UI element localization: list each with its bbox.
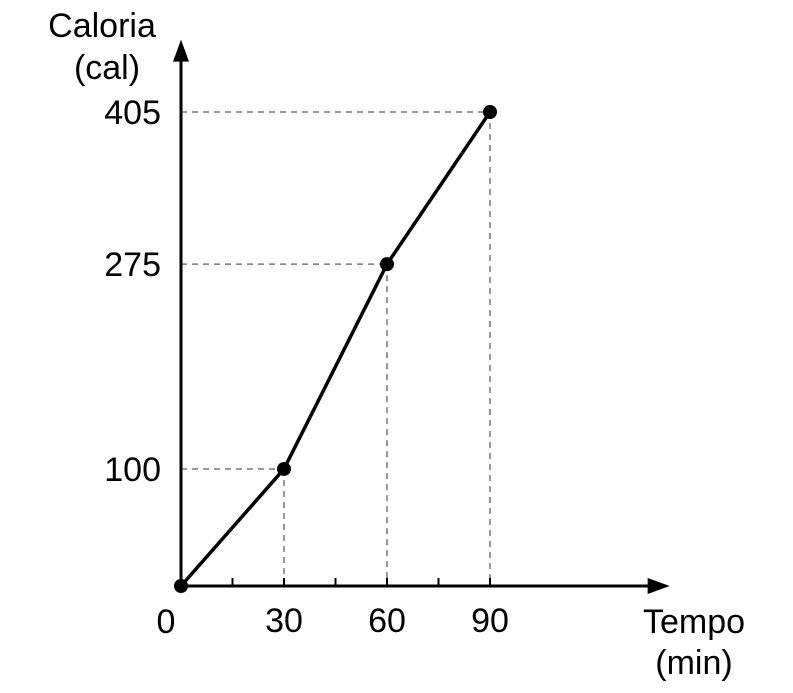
x-axis-arrow xyxy=(647,578,670,594)
y-axis-title-line2: (cal) xyxy=(74,49,140,87)
y-axis-arrow xyxy=(173,39,189,62)
x-tick-label-1: 60 xyxy=(368,602,406,640)
tick-labels: 30 60 90 100 275 405 xyxy=(104,94,509,640)
series-line xyxy=(179,111,492,588)
y-tick-label-1: 275 xyxy=(104,246,161,284)
y-tick-label-2: 405 xyxy=(104,94,161,132)
data-point-2 xyxy=(380,257,394,272)
guide-lines xyxy=(181,111,491,586)
x-tick-label-2: 90 xyxy=(471,602,509,640)
data-point-0 xyxy=(174,579,188,593)
x-minor-ticks xyxy=(231,578,491,586)
data-points xyxy=(174,105,497,593)
axes xyxy=(173,39,670,594)
data-point-1 xyxy=(277,461,291,476)
x-tick-label-0: 30 xyxy=(265,602,303,640)
origin-label: 0 xyxy=(157,603,176,641)
x-axis-title-line2: (min) xyxy=(655,644,732,682)
y-tick-label-0: 100 xyxy=(104,451,161,489)
data-point-3 xyxy=(483,105,497,119)
x-axis-title-line1: Tempo xyxy=(643,603,745,641)
y-axis-title-line1: Caloria xyxy=(48,7,156,45)
